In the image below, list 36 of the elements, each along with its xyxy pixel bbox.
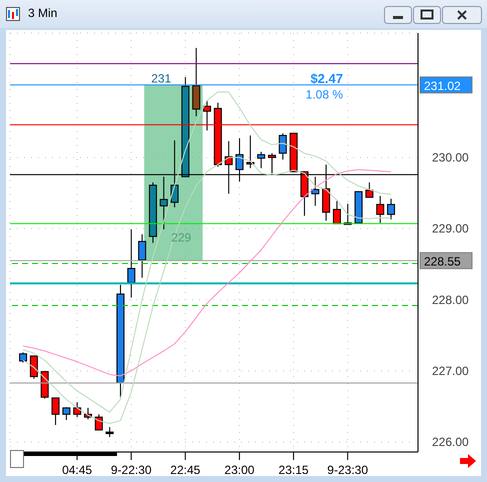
x-tick-label: 04:45	[62, 463, 92, 477]
candlestick	[62, 406, 70, 420]
candlestick	[257, 151, 266, 169]
ref-line-label: 231.02	[424, 78, 462, 93]
annotation: 231	[151, 71, 172, 86]
line-series	[22, 169, 392, 376]
candlestick	[278, 132, 287, 160]
x-tick-label: 23:15	[278, 463, 309, 477]
ref-line-label: 228.55	[424, 254, 462, 269]
candlestick	[106, 426, 114, 438]
line-series	[22, 92, 392, 413]
annotation: 1.08 %	[306, 87, 344, 102]
candlestick	[30, 355, 38, 380]
y-tick-label: 226.00	[432, 435, 470, 450]
candlestick	[94, 414, 103, 430]
candlestick	[73, 402, 82, 418]
candlestick	[387, 198, 396, 220]
candlestick	[365, 182, 374, 198]
y-tick-label: 228.00	[432, 292, 470, 307]
chart-title: 3 Min	[28, 6, 58, 20]
candlestick	[192, 47, 200, 117]
candlestick	[19, 352, 28, 363]
candlestick	[127, 228, 136, 298]
candlestick	[138, 234, 146, 278]
candlestick	[376, 195, 384, 224]
x-tick-label: 23:00	[224, 463, 255, 477]
x-tick-label: 22:45	[170, 463, 201, 477]
y-tick-label: 229.00	[432, 222, 470, 236]
annotation: $2.47	[310, 71, 343, 86]
y-tick-label: 227.00	[432, 364, 470, 378]
annotation: 229	[171, 230, 192, 245]
candlestick	[332, 200, 341, 224]
x-tick-label: 9-22:30	[110, 463, 152, 477]
x-tick-label: 9-23:30	[327, 463, 368, 477]
candlestick	[52, 397, 60, 426]
y-tick-label: 230.00	[432, 150, 470, 164]
